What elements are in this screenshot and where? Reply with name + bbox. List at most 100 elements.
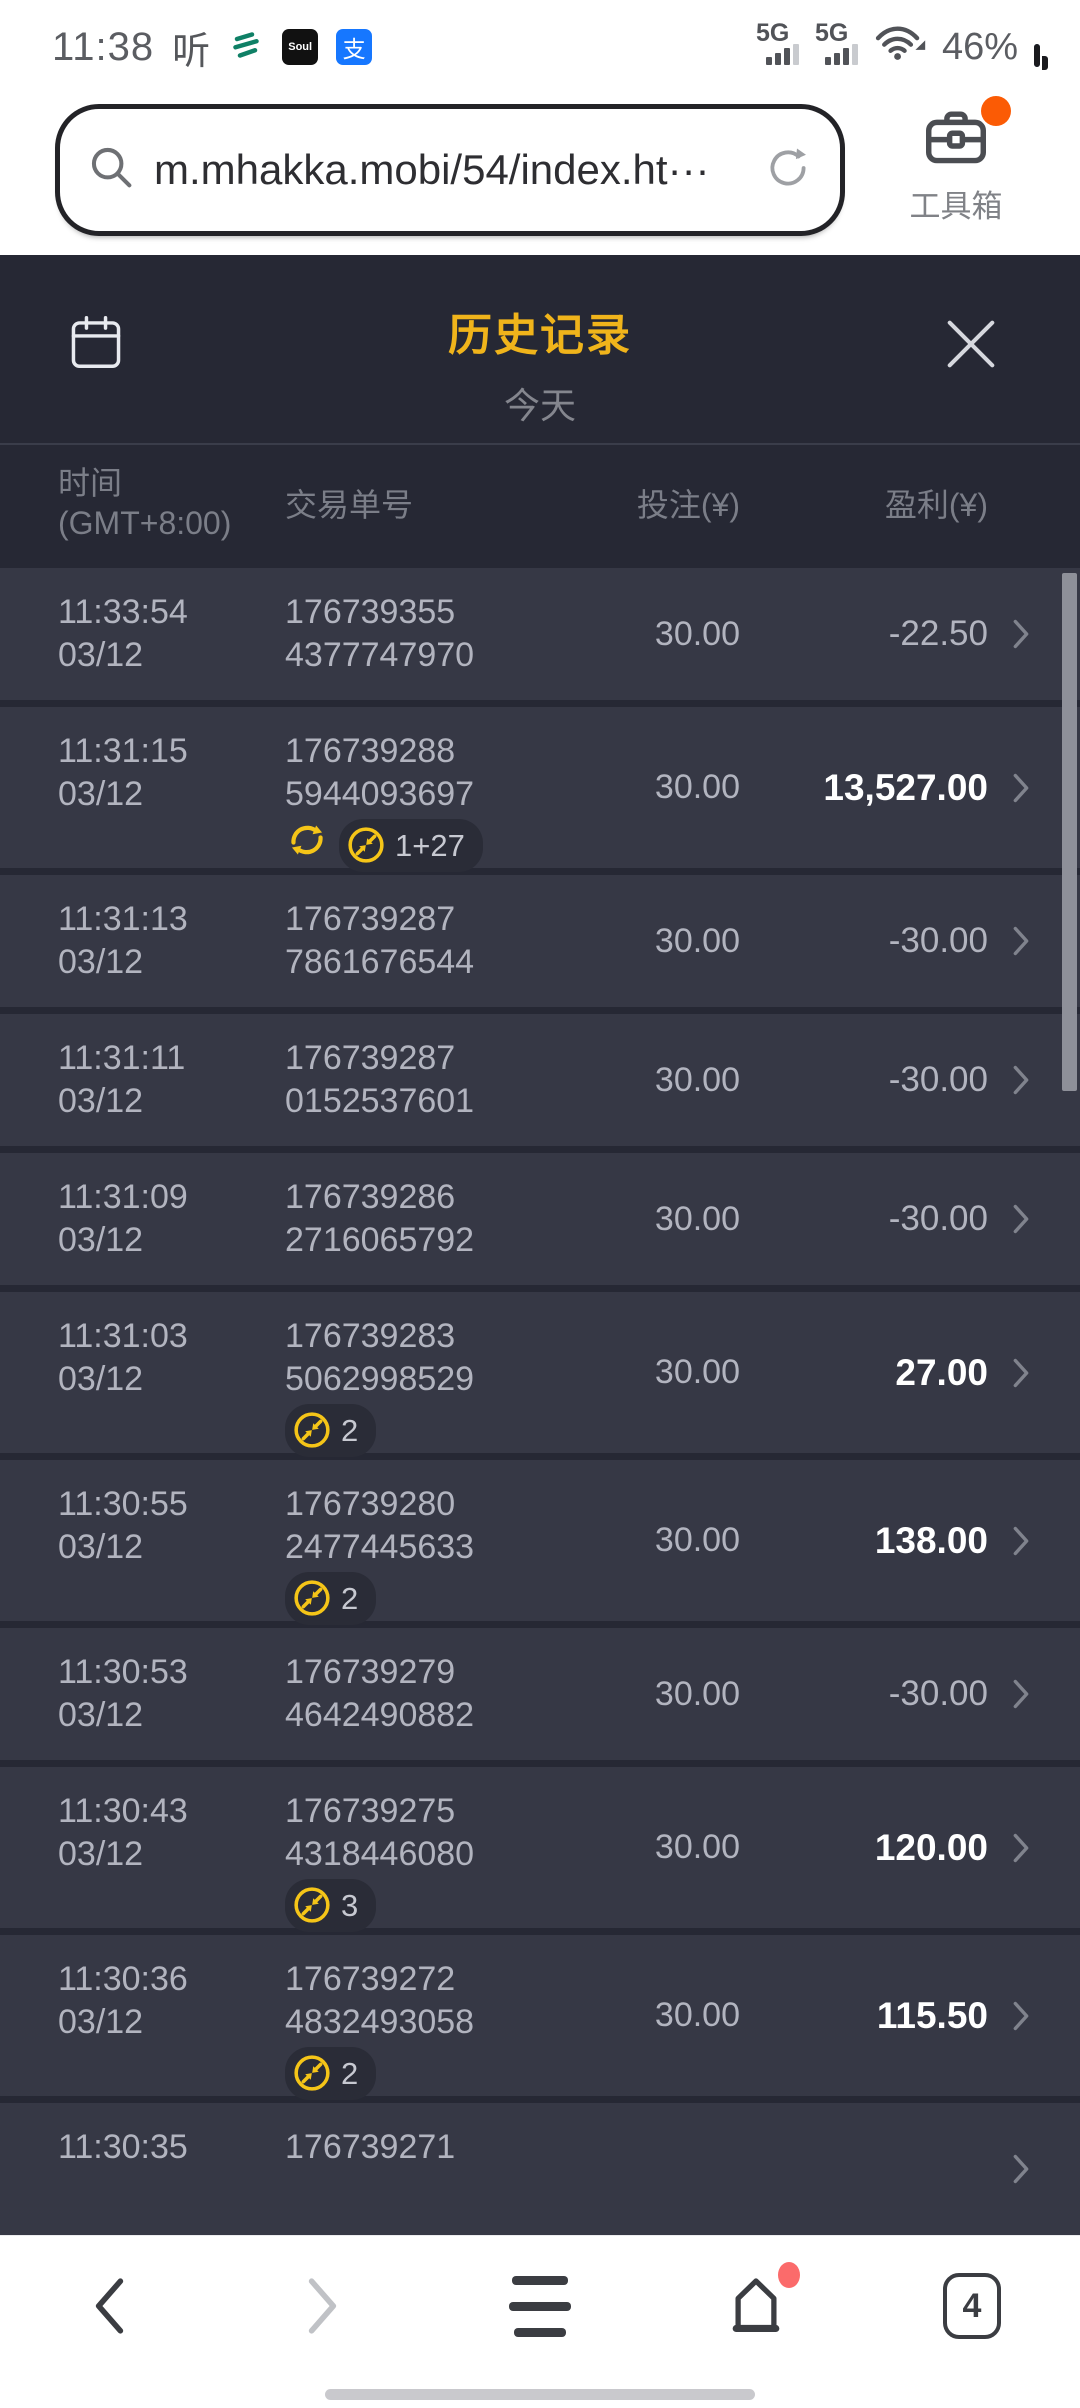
trade-order-number: 176739287 0152537601	[285, 1039, 475, 1120]
chevron-right-icon	[988, 1315, 1032, 1430]
tabs-button[interactable]: 4	[864, 2273, 1080, 2339]
soul-app-icon: Soul	[282, 29, 319, 65]
trade-time: 11:31:13 03/12	[58, 900, 188, 981]
chevron-right-icon	[988, 1651, 1032, 1737]
profit-value: -22.50	[888, 614, 988, 653]
trade-order-number: 176739286 2716065792	[285, 1178, 475, 1259]
profit-value: -30.00	[888, 1674, 988, 1713]
home-icon	[724, 2277, 788, 2340]
clock: 11:38	[52, 24, 155, 69]
bet-amount: 30.00	[654, 768, 740, 806]
chevron-right-icon	[988, 591, 1032, 677]
close-icon[interactable]	[942, 315, 1000, 378]
tab-count-badge: 4	[943, 2273, 1001, 2339]
multiplier-badge: 2	[285, 1571, 377, 1625]
bet-amount	[605, 2126, 740, 2212]
browser-nav-bar: 4	[0, 2235, 1080, 2408]
green-app-icon	[228, 27, 264, 68]
bet-amount: 30.00	[654, 1353, 740, 1391]
calendar-icon[interactable]	[70, 313, 122, 376]
history-row[interactable]: 11:30:43 03/12 176739275 4318446080 3	[0, 1767, 1080, 1932]
bet-amount: 30.00	[654, 614, 740, 653]
trade-order-number: 176739272 4832493058 2	[285, 1958, 605, 2100]
sim2-network-label: 5G	[814, 18, 849, 47]
trade-time: 11:30:55 03/12	[58, 1485, 188, 1566]
history-row[interactable]: 11:30:36 03/12 176739272 4832493058 2	[0, 1935, 1080, 2100]
history-rows: 11:33:54 03/12 176739355 4377747970 30.0…	[0, 560, 1080, 2235]
combo-icon	[292, 2053, 332, 2093]
history-row[interactable]: 11:31:15 03/12 176739288 5944093697	[0, 707, 1080, 872]
notification-dot	[981, 96, 1011, 126]
trade-order-number: 176739288 5944093697	[285, 730, 605, 872]
signal-sim2-icon: 5G	[814, 18, 858, 65]
combo-icon	[292, 1885, 332, 1925]
history-row[interactable]: 11:30:53 03/12 176739279 4642490882 30.0…	[0, 1628, 1080, 1760]
forward-button[interactable]	[216, 2275, 432, 2337]
column-header-profit: 盈利(¥)	[884, 486, 988, 523]
battery-percent: 46%	[941, 25, 1018, 68]
profit-value	[740, 2126, 988, 2212]
wifi-icon	[874, 23, 926, 68]
trade-order-number: 176739280 2477445633 2	[285, 1483, 605, 1625]
sim1-network-label: 5G	[755, 18, 790, 47]
profit-value: -30.00	[888, 1199, 988, 1238]
signal-sim1-icon: 5G	[755, 18, 799, 65]
history-row[interactable]: 11:30:35 176739271	[0, 2103, 1080, 2235]
trade-time: 11:33:54 03/12	[58, 593, 188, 674]
column-header-bet: 投注(¥)	[636, 486, 740, 523]
trade-time: 11:31:15 03/12	[58, 732, 188, 813]
status-bar: 11:38 听 Soul 支 5G 5G 46%	[0, 0, 1080, 88]
back-button[interactable]	[0, 2275, 216, 2337]
panel-subtitle: 今天	[503, 385, 576, 426]
multiplier-badge: 2	[285, 1403, 377, 1457]
badge-line: 2	[285, 1571, 605, 1625]
chevron-right-icon	[988, 1176, 1032, 1262]
history-row[interactable]: 11:30:55 03/12 176739280 2477445633 2	[0, 1460, 1080, 1625]
history-row[interactable]: 11:33:54 03/12 176739355 4377747970 30.0…	[0, 568, 1080, 700]
home-notification-dot	[778, 2261, 800, 2288]
bet-amount: 30.00	[654, 1060, 740, 1099]
alipay-app-icon: 支	[336, 29, 373, 65]
toolbox-icon	[923, 111, 989, 170]
table-header: 时间 (GMT+8:00) 交易单号 投注(¥) 盈利(¥)	[0, 443, 1080, 560]
combo-icon	[292, 1410, 332, 1450]
address-bar[interactable]: m.mhakka.mobi/54/index.ht···	[55, 104, 845, 236]
repeat-icon	[285, 818, 329, 873]
bet-amount: 30.00	[654, 1828, 740, 1866]
chevron-right-icon	[988, 730, 1032, 845]
home-button[interactable]	[648, 2261, 864, 2341]
toolbox-label: 工具箱	[909, 189, 1003, 224]
trade-order-number: 176739271	[285, 2128, 456, 2166]
trade-time: 11:30:43 03/12	[58, 1792, 188, 1873]
history-row[interactable]: 11:31:13 03/12 176739287 7861676544 30.0…	[0, 875, 1080, 1007]
reload-icon[interactable]	[764, 144, 812, 197]
history-row[interactable]: 11:31:09 03/12 176739286 2716065792 30.0…	[0, 1153, 1080, 1285]
bet-amount: 30.00	[654, 1674, 740, 1713]
chevron-right-icon	[988, 1958, 1032, 2073]
panel-title: 历史记录	[448, 311, 632, 360]
badge-line: 2	[285, 2046, 605, 2100]
trade-time: 11:30:35	[58, 2128, 188, 2166]
chevron-right-icon	[988, 898, 1032, 984]
chevron-right-icon	[988, 1483, 1032, 1598]
history-row[interactable]: 11:31:11 03/12 176739287 0152537601 30.0…	[0, 1014, 1080, 1146]
toolbox-button[interactable]: 工具箱	[870, 96, 1042, 226]
combo-icon	[292, 1578, 332, 1618]
profit-value: -30.00	[888, 921, 988, 960]
soul-label: Soul	[288, 41, 313, 53]
profit-value: 120.00	[874, 1826, 988, 1868]
scrollbar-thumb[interactable]	[1062, 573, 1077, 1091]
badge-line: 1+27	[285, 818, 605, 872]
trade-order-number: 176739355 4377747970	[285, 593, 475, 674]
multiplier-badge: 3	[285, 1878, 377, 1932]
listen-app-icon: 听	[172, 30, 211, 73]
history-row[interactable]: 11:31:03 03/12 176739283 5062998529 2	[0, 1292, 1080, 1457]
profit-value: 115.50	[876, 1994, 988, 2036]
trade-time: 11:30:53 03/12	[58, 1653, 188, 1734]
home-indicator-bar[interactable]	[325, 2389, 755, 2400]
alipay-glyph: 支	[342, 36, 366, 62]
badge-line: 3	[285, 1878, 605, 1932]
profit-value: 27.00	[895, 1351, 988, 1393]
profit-value: 138.00	[874, 1519, 988, 1561]
menu-button[interactable]	[432, 2275, 648, 2337]
